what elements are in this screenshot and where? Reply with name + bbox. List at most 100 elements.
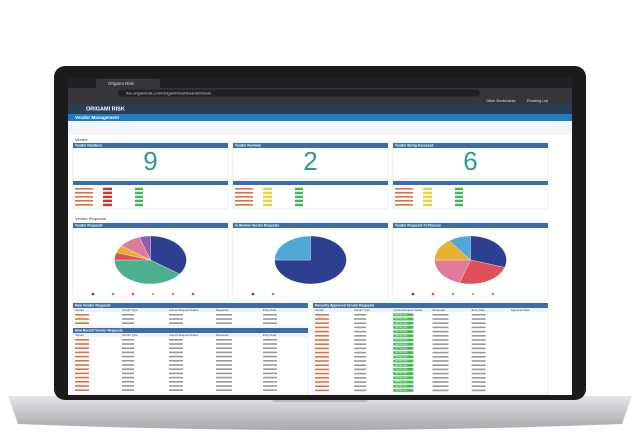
row-text	[263, 351, 277, 354]
row-line	[235, 196, 253, 198]
badge	[103, 199, 112, 203]
row-text	[471, 326, 486, 329]
row-text	[169, 318, 183, 320]
row-text	[263, 343, 277, 345]
status-badge	[393, 372, 414, 375]
row-text	[216, 368, 232, 370]
mini-table	[392, 180, 549, 210]
column-header: Entry Date	[263, 308, 277, 312]
row-text	[75, 347, 89, 349]
row-text	[75, 389, 89, 391]
row-text	[471, 347, 486, 350]
row-text	[315, 339, 329, 341]
status: APPROVED	[395, 355, 408, 358]
mini-table-header	[233, 181, 388, 185]
row-text	[122, 318, 134, 320]
row-text	[354, 368, 367, 371]
row-text	[263, 372, 277, 375]
row-text	[354, 356, 367, 358]
status-badge	[393, 342, 414, 346]
status-badge	[393, 313, 414, 317]
row-text	[216, 376, 232, 379]
row-text	[471, 389, 486, 392]
badge	[135, 187, 143, 191]
row-text	[75, 368, 89, 370]
panel-header	[233, 143, 388, 148]
status-badge	[393, 330, 414, 333]
panel-title: Vendor Being Assessed	[395, 144, 434, 148]
badge	[135, 203, 143, 207]
row-text	[75, 360, 89, 362]
tab[interactable]	[96, 79, 160, 88]
badge	[263, 203, 272, 207]
column-header: Entry Date	[263, 333, 277, 337]
badge	[455, 187, 463, 191]
row-line	[395, 196, 413, 198]
legend-swatch	[151, 292, 155, 296]
row-text	[315, 347, 329, 350]
filter-strip	[68, 121, 572, 135]
row-text	[75, 351, 89, 354]
row-text	[471, 360, 486, 362]
row-text	[354, 335, 367, 337]
row-text	[122, 364, 134, 366]
pie-slice	[139, 235, 151, 261]
row-text	[169, 381, 183, 383]
status: APPROVED	[395, 389, 408, 392]
row-text	[216, 381, 232, 383]
bookmark[interactable]: Other Bookmarks	[486, 99, 516, 103]
row-text	[315, 330, 329, 333]
row-text	[315, 318, 329, 320]
row-text	[354, 377, 367, 379]
row-text	[216, 372, 232, 375]
row-text	[122, 347, 134, 349]
row-text	[216, 351, 232, 354]
row-text	[315, 389, 329, 392]
row-line	[395, 204, 413, 206]
badge	[295, 191, 303, 195]
panel-title: New Recent Vendor Requests	[75, 329, 123, 333]
address-bar[interactable]	[118, 89, 480, 97]
row-text	[471, 314, 486, 316]
status: APPROVED	[395, 351, 408, 354]
row-text	[263, 322, 277, 324]
big-number: 2	[303, 146, 317, 176]
status-badge	[393, 384, 414, 388]
row-text	[169, 351, 183, 354]
row-text	[315, 368, 329, 371]
bookmark[interactable]: Reading List	[527, 99, 549, 103]
row-text	[432, 372, 449, 375]
row-text	[75, 322, 89, 324]
status: APPROVED	[395, 372, 408, 375]
row-text	[432, 322, 449, 324]
status-badge	[393, 363, 414, 367]
row-text	[169, 339, 183, 341]
row-text	[315, 356, 329, 358]
row-text	[216, 389, 232, 391]
row-text	[169, 368, 183, 370]
pie-slice	[150, 235, 187, 275]
row-text	[354, 360, 367, 362]
column-header: Requester	[433, 308, 446, 312]
legend-swatch	[471, 292, 475, 296]
row-text	[354, 314, 367, 316]
row-text	[216, 339, 232, 341]
row-text	[75, 372, 89, 375]
column-header: Requester	[216, 308, 229, 312]
row-text	[169, 355, 183, 358]
status-badge	[393, 334, 414, 338]
status-badge	[393, 368, 414, 371]
badge	[103, 187, 112, 191]
row-text	[75, 343, 89, 345]
row-text	[216, 347, 232, 349]
row-text	[432, 385, 449, 387]
row-line	[235, 192, 253, 194]
row-text	[471, 322, 486, 324]
row-text	[263, 318, 277, 320]
row-text	[315, 335, 329, 337]
row-text	[471, 368, 486, 371]
panel-title: Vendor Requests in Process	[395, 224, 441, 228]
row-text	[122, 355, 134, 358]
